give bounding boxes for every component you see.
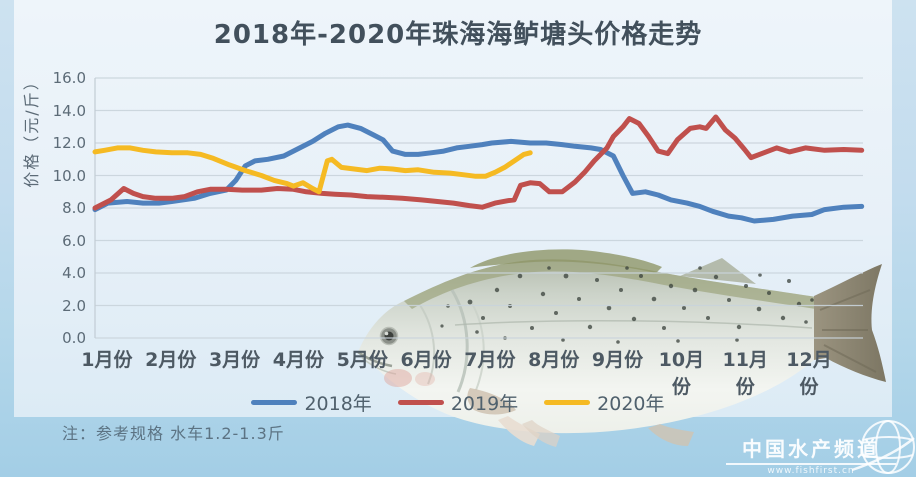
y-tick: 14.0	[52, 101, 86, 120]
globe-icon	[851, 420, 915, 474]
x-label-apr: 4月份	[272, 349, 325, 371]
y-tick: 12.0	[52, 134, 86, 152]
legend-item-2018: 2018年	[251, 389, 372, 416]
legend-label-2019: 2019年	[450, 393, 519, 415]
fish-image	[357, 249, 886, 447]
series-line-2019年	[92, 114, 865, 211]
y-tick: 6.0	[62, 231, 86, 250]
chart-legend: 2018年 2019年 2020年	[0, 389, 916, 416]
legend-label-2018: 2018年	[304, 393, 372, 415]
chart-title: 2018年-2020年珠海海鲈塘头价格走势	[213, 20, 703, 50]
legend-item-2020: 2020年	[544, 389, 665, 416]
legend-swatch-2020	[544, 400, 591, 405]
y-tick: 16.0	[52, 69, 86, 87]
watermark-url: www.fishfirst.cn	[767, 466, 855, 476]
watermark: 中国水产频道 www.fishfirst.cn	[726, 433, 896, 476]
spec-note: 注：参考规格 水车1.2-1.3斤	[62, 424, 285, 443]
x-label-dec: 12月份	[786, 349, 832, 398]
x-label-jun: 6月份	[400, 349, 452, 371]
series-line-2018年	[92, 122, 865, 224]
x-label-oct: 10月份	[658, 349, 705, 398]
x-axis-labels: 1月份 2月份 3月份 4月份 5月份 6月份 7月份 8月份 9月份 10月份…	[75, 345, 841, 399]
x-label-nov: 11月份	[722, 349, 768, 398]
legend-swatch-2018	[251, 400, 298, 405]
x-label-may: 5月份	[336, 349, 388, 371]
legend-label-2020: 2020年	[597, 393, 665, 415]
x-label-jan: 1月份	[81, 349, 133, 371]
data-series	[92, 114, 865, 224]
watermark-site-name: 中国水产频道	[726, 433, 896, 465]
legend-item-2019: 2019年	[397, 389, 519, 416]
y-tick: 8.0	[62, 199, 86, 217]
x-label-sep: 9月份	[591, 349, 644, 371]
y-tick: 0.0	[62, 329, 86, 347]
x-label-mar: 3月份	[208, 349, 261, 371]
y-tick: 4.0	[62, 264, 86, 282]
x-label-feb: 2月份	[145, 349, 197, 371]
x-label-aug: 8月份	[528, 349, 580, 371]
x-label-jul: 7月份	[464, 349, 516, 371]
y-axis-tick-labels: 16.0 14.0 12.0 10.0 8.0 6.0 4.0 2.0 0.0	[0, 68, 86, 348]
y-tick: 10.0	[52, 166, 86, 185]
legend-swatch-2019	[397, 400, 444, 405]
series-line-2020年	[92, 145, 533, 195]
y-tick: 2.0	[62, 296, 86, 315]
